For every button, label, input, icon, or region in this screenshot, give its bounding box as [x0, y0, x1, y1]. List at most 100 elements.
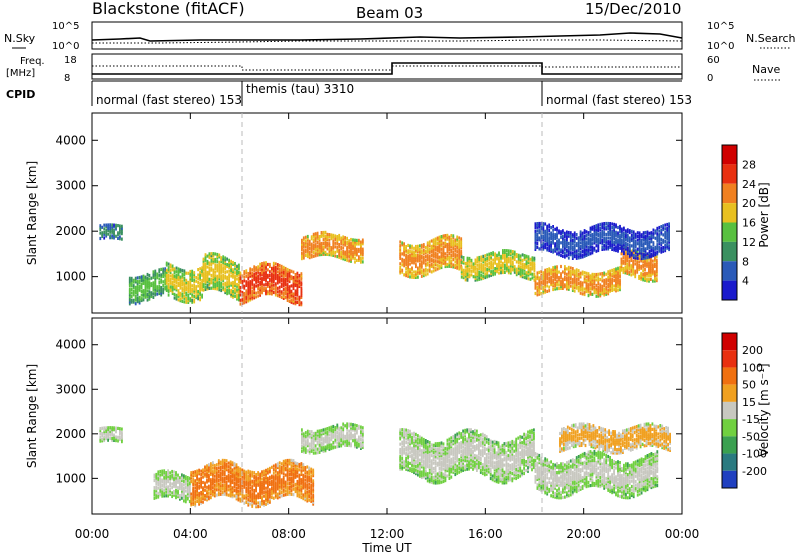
power-echo-cell [624, 258, 627, 262]
power-echo-cell [284, 290, 287, 294]
power-echo-cell [411, 272, 413, 276]
power-echo-cell [492, 251, 494, 255]
power-echo-cell [158, 277, 161, 281]
power-echo-cell [583, 276, 586, 280]
velocity-echo-cell [272, 478, 275, 482]
power-echo-cell [195, 290, 198, 294]
velocity-echo-cell [202, 495, 204, 499]
power-echo-cell [476, 263, 479, 267]
velocity-echo-cell [251, 499, 254, 503]
power-echo-cell [554, 247, 556, 251]
power-echo-cell [224, 283, 227, 287]
velocity-echo-cell [271, 495, 273, 500]
power-echo-cell [448, 257, 451, 261]
power-echo-cell [330, 246, 333, 250]
power-echo-cell [239, 273, 242, 277]
power-echo-cell [531, 258, 534, 262]
power-echo-cell [140, 278, 143, 283]
power-echo-cell [214, 257, 217, 262]
power-echo-cell [179, 279, 182, 283]
power-echo-cell [338, 237, 341, 241]
power-echo-cell [581, 285, 584, 289]
power-echo-cell [609, 223, 611, 228]
power-echo-cell [304, 248, 307, 252]
power-echo-cell [243, 297, 246, 301]
power-echo-cell [642, 231, 645, 235]
velocity-echo-cell [157, 472, 160, 476]
velocity-echo-cell [235, 486, 238, 490]
velocity-echo-cell [186, 488, 189, 492]
power-echo-cell [626, 259, 629, 263]
power-echo-cell [546, 268, 549, 272]
power-echo-cell [350, 241, 352, 245]
velocity-echo-cell [271, 488, 273, 492]
power-echo-cell [444, 257, 447, 261]
power-echo-cell [144, 279, 147, 283]
power-echo-cell [175, 297, 178, 301]
power-echo-cell [621, 231, 623, 235]
power-echo-cell [232, 260, 234, 265]
power-echo-cell [482, 265, 485, 269]
velocity-echo-cell [212, 482, 214, 486]
power-echo-cell [420, 243, 423, 247]
velocity-echo-cell [113, 438, 115, 442]
power-echo-cell [263, 261, 265, 265]
power-echo-cell [322, 250, 325, 255]
power-echo-cell [199, 292, 201, 296]
power-echo-cell [648, 237, 651, 241]
power-echo-cell [222, 258, 225, 263]
velocity-echo-cell [109, 426, 111, 430]
power-echo-cell [185, 298, 188, 302]
power-echo-cell [593, 228, 596, 232]
velocity-echo-cell [213, 487, 216, 491]
velocity-echo-cell [223, 487, 226, 491]
power-echo-cell [569, 245, 572, 249]
radar-title: Blackstone (fitACF) [92, 0, 245, 18]
velocity-echo-cell [167, 480, 169, 484]
velocity-echo-cell [259, 494, 261, 498]
velocity-echo-cell [237, 468, 240, 472]
power-echo-cell [312, 243, 315, 247]
velocity-echo-cell [119, 437, 121, 441]
velocity-echo-cell [304, 467, 307, 471]
power-echo-cell [605, 241, 608, 246]
power-echo-cell [630, 249, 633, 253]
power-echo-cell [595, 236, 598, 240]
velocity-echo-cell [269, 493, 271, 497]
velocity-echo-cell [286, 467, 289, 471]
velocity-echo-cell [288, 473, 291, 477]
velocity-echo-cell [255, 498, 257, 502]
power-echo-cell [546, 230, 549, 234]
power-echo-cell [409, 275, 411, 279]
nave-tick-bottom: 0 [707, 73, 713, 84]
power-echo-cell [140, 293, 143, 297]
power-echo-cell [438, 237, 441, 241]
power-echo-cell [644, 238, 647, 242]
power-echo-cell [452, 243, 455, 247]
power-echo-cell [615, 237, 617, 242]
power-echo-cell [554, 233, 556, 237]
power-echo-cell [426, 250, 429, 254]
power-echo-cell [642, 234, 645, 239]
velocity-echo-cell [308, 493, 311, 497]
velocity-echo-cell [235, 466, 238, 471]
power-echo-cell [599, 228, 602, 232]
power-echo-cell [428, 247, 431, 251]
power-echo-cell [492, 269, 494, 273]
power-echo-cell [316, 253, 319, 257]
velocity-echo-cell [247, 482, 250, 486]
power-echo-cell [251, 295, 254, 299]
power-echo-cell [566, 281, 568, 285]
velocity-echo-cell [300, 472, 303, 476]
power-echo-cell [148, 284, 151, 288]
power-echo-cell [442, 248, 445, 253]
power-echo-cell [415, 259, 417, 263]
power-echo-cell [533, 262, 536, 266]
power-echo-cell [575, 286, 578, 290]
power-echo-cell [666, 244, 669, 248]
power-echo-cell [417, 244, 419, 248]
velocity-echo-cell [263, 485, 265, 489]
power-echo-cell [579, 252, 582, 256]
power-echo-cell [640, 273, 642, 278]
power-echo-cell [189, 280, 192, 284]
